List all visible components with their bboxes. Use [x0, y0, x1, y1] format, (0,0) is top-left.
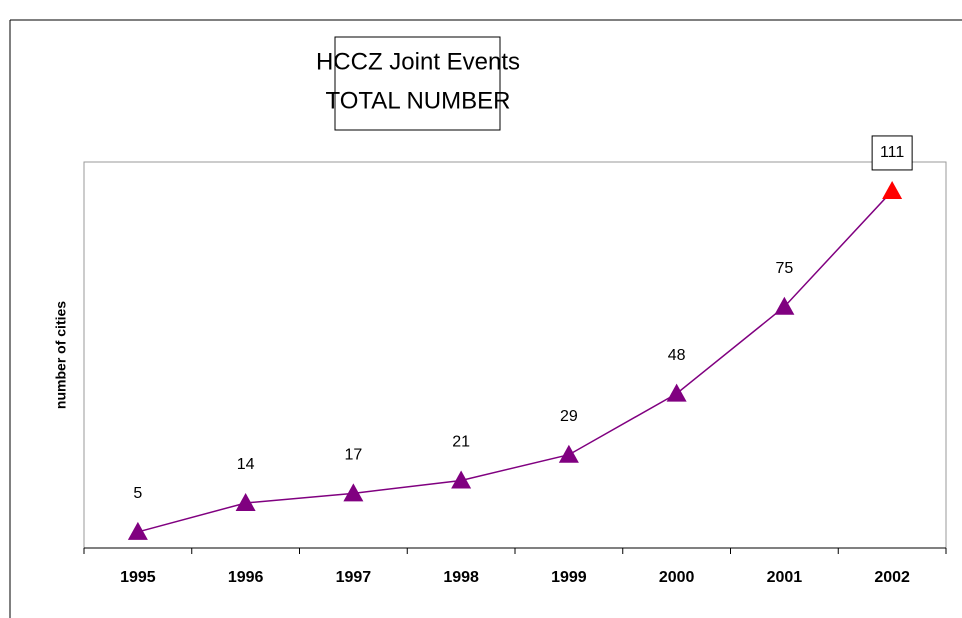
value-label: 48	[668, 347, 686, 364]
marker	[882, 180, 903, 199]
x-tick-label: 1997	[336, 569, 372, 586]
value-label: 5	[133, 485, 142, 502]
plot-area	[83, 161, 947, 549]
value-label: 111	[880, 144, 904, 161]
x-tick-label: 2002	[874, 569, 910, 586]
line	[137, 190, 893, 533]
value-label: 75	[775, 260, 793, 277]
y-axis-label: number of cities	[53, 301, 69, 409]
x-tick-label: 1996	[228, 569, 264, 586]
value-label: 21	[452, 434, 470, 451]
marker	[235, 492, 256, 511]
x-tick-label: 1995	[120, 569, 156, 586]
marker	[127, 521, 148, 540]
x-tick-label: 2001	[767, 569, 803, 586]
value-label: 29	[560, 408, 578, 425]
title-box	[334, 36, 501, 131]
marker	[451, 470, 472, 489]
chart-title: HCCZ Joint Events	[316, 48, 520, 75]
x-tick-label: 1998	[443, 569, 479, 586]
x-tick-label: 2000	[659, 569, 695, 586]
x-tick-label: 1999	[551, 569, 587, 586]
chart-title: TOTAL NUMBER	[326, 87, 511, 114]
value-label-box	[871, 135, 913, 171]
marker	[666, 383, 687, 402]
marker	[558, 444, 579, 463]
marker	[343, 483, 364, 502]
value-label: 17	[344, 447, 362, 464]
marker	[774, 296, 795, 315]
value-label: 14	[237, 456, 255, 473]
